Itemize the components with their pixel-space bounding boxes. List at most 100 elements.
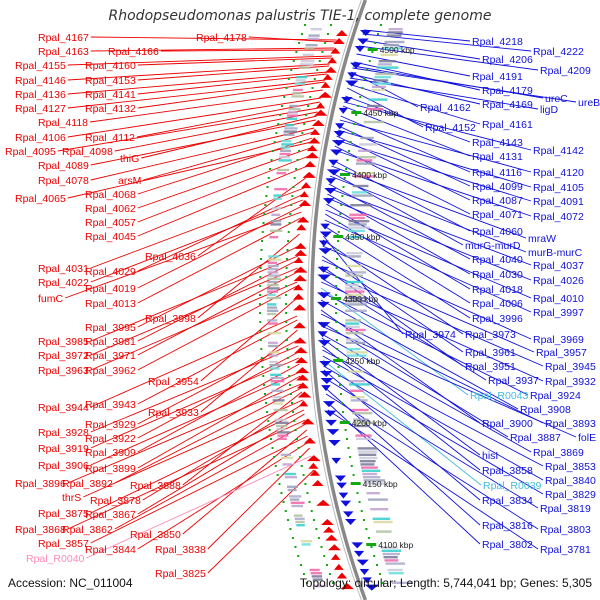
left-gene-label: Rpal_4078 (38, 175, 89, 187)
left-gene-label: Rpal_3868 (15, 524, 66, 536)
right-gene-label: Rpal_3997 (533, 307, 584, 319)
left-gene-label: Rpal_4118 (38, 117, 88, 129)
tick-mark (339, 421, 350, 424)
right-gene-label: Rpal_4099 (472, 181, 523, 193)
right-leader-line (339, 119, 532, 173)
left-gene-label: Rpal_4167 (38, 32, 89, 44)
right-gene-label: Rpal_4040 (472, 254, 523, 266)
right-leader-line (323, 365, 544, 495)
left-leader-line (137, 165, 308, 237)
right-gene-label: Rpal_3781 (540, 544, 591, 556)
left-leader-line (137, 339, 299, 425)
right-gene-label: Rpal_R0039 (483, 480, 542, 492)
left-leader-line (89, 89, 323, 123)
genome-title: Rhodopseudomonas palustris TIE-1, comple… (108, 8, 492, 24)
tick-label: 4200 kbp (352, 418, 387, 428)
left-gene-label: Rpal_4163 (38, 46, 89, 58)
left-leader-line (114, 423, 307, 530)
left-gene-label: Rpal_4160 (85, 60, 136, 72)
left-leader-line (90, 435, 308, 544)
right-leader-line (322, 349, 544, 467)
left-gene-label: Rpal_3943 (85, 399, 136, 411)
right-gene-label: Rpal_4071 (472, 209, 523, 221)
tick-mark (351, 111, 362, 114)
left-gene-label: Rpal_4013 (85, 298, 136, 310)
right-gene-label: murG-murD (465, 240, 521, 252)
feature-rings (259, 0, 413, 600)
right-gene-label: Rpal_3961 (465, 347, 516, 359)
left-gene-label: Rpal_3954 (148, 376, 199, 388)
left-leader-line (90, 127, 315, 181)
right-leader-line (326, 401, 481, 545)
left-gene-label: arsM (118, 175, 141, 187)
left-gene-label: Rpal_4022 (38, 277, 89, 289)
right-leader-line (363, 29, 471, 42)
tick-mark (366, 543, 377, 546)
left-leader-line (137, 205, 303, 289)
left-leader-line (137, 73, 327, 95)
left-leader-line (67, 141, 312, 199)
left-leader-line (137, 65, 330, 81)
tick-label: 4500 kbp (380, 45, 415, 55)
right-gene-label: Rpal_4010 (533, 293, 584, 305)
left-gene-label: Rpal_3933 (148, 407, 199, 419)
right-gene-label: Rpal_3803 (540, 524, 591, 536)
left-gene-label: Rpal_4155 (15, 60, 66, 72)
tick-label: 4450 kbp (363, 108, 398, 118)
right-leader-line (323, 369, 481, 501)
left-gene-label: Rpal_4036 (145, 251, 196, 263)
accession-text: Accession: NC_011004 (8, 576, 133, 590)
left-leader-line (67, 71, 328, 95)
left-leader-line (67, 79, 326, 109)
left-leader-line (160, 49, 334, 52)
left-gene-label: Rpal_3906 (38, 460, 89, 472)
right-gene-label: Rpal_4169 (482, 99, 533, 111)
right-gene-label: Rpal_4006 (472, 298, 523, 310)
left-leader-line (57, 107, 319, 152)
left-leader-line (67, 383, 302, 484)
left-gene-label: Rpal_4141 (85, 89, 136, 101)
left-gene-label: fumC (38, 293, 64, 305)
right-gene-label: Rpal_4116 (472, 167, 522, 179)
left-gene-label: Rpal_4146 (15, 75, 66, 87)
right-leader-line (324, 219, 532, 313)
right-leader-line (322, 239, 464, 335)
right-gene-label: Rpal_4143 (472, 137, 523, 149)
right-gene-label: Rpal_3932 (545, 376, 596, 388)
right-leader-line (325, 213, 471, 304)
right-gene-label: Rpal_4060 (472, 226, 523, 238)
left-leader-line (137, 285, 298, 371)
left-leader-line (64, 211, 302, 299)
tick-label: 4250 kbp (345, 356, 380, 366)
left-gene-label: Rpal_4112 (85, 132, 135, 144)
left-leader-line (90, 371, 301, 466)
right-gene-label: Rpal_3937 (488, 375, 539, 387)
right-leader-line (325, 393, 539, 530)
right-leader-line (360, 39, 481, 60)
gc-band-right (345, 28, 413, 584)
right-gene-label: Rpal_3858 (482, 465, 533, 477)
tick-mark (367, 48, 378, 51)
left-leader-line (90, 199, 303, 283)
genome-backbone (310, 0, 368, 600)
left-gene-label: Rpal_4031 (38, 263, 89, 275)
right-gene-label: Rpal_4179 (482, 85, 533, 97)
right-gene-label: Rpal_4072 (533, 211, 584, 223)
right-leader-line (356, 53, 471, 77)
right-gene-label: Rpal_3969 (533, 334, 584, 346)
tick-mark (331, 297, 342, 300)
left-leader-line (67, 419, 306, 530)
left-leader-line (67, 97, 321, 138)
right-gene-label: Rpal_R0043 (470, 390, 529, 402)
left-gene-label: Rpal_3844 (85, 544, 136, 556)
tick-mark (333, 235, 344, 238)
left-gene-label: Rpal_3888 (130, 480, 181, 492)
right-leader-line (320, 287, 469, 396)
left-leader-line (137, 57, 332, 66)
right-gene-label: hisI (482, 450, 498, 462)
left-leader-line (67, 55, 332, 66)
right-leader-line (358, 45, 539, 71)
right-leader-line (327, 409, 539, 550)
right-leader-line (348, 83, 481, 125)
left-gene-label: Rpal_3825 (155, 568, 206, 580)
